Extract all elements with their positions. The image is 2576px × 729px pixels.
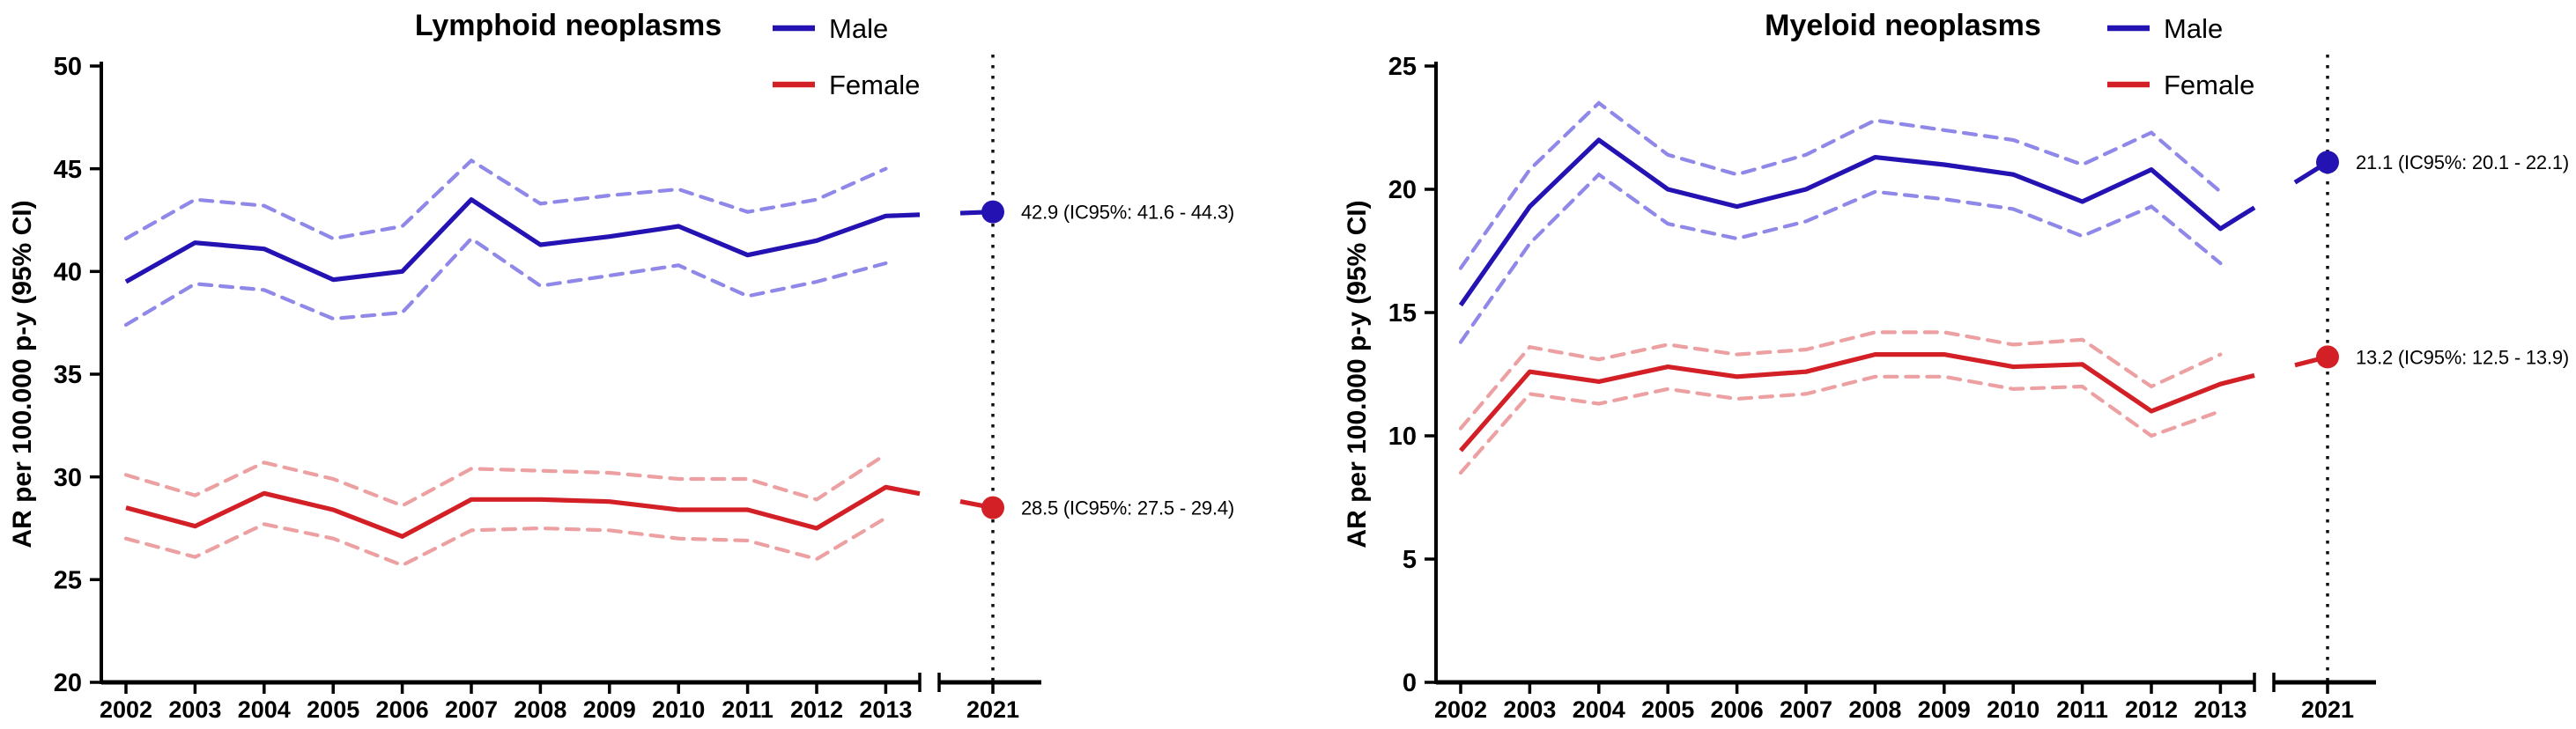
x-tick-label: 2012 (2125, 696, 2178, 723)
y-tick-label: 25 (54, 566, 82, 594)
female-2021-point (2316, 345, 2339, 369)
y-tick-label: 25 (1388, 53, 1417, 81)
x-tick-label: 2010 (1987, 696, 2039, 723)
female-ci-upper-line (1458, 330, 2223, 431)
female-2021-point (981, 496, 1004, 519)
male-ci-lower-line (1458, 172, 2223, 344)
x-tick-label: 2003 (168, 696, 221, 723)
y-axis-title: AR per 100.000 p-y (95% CI) (1343, 200, 1372, 548)
x-tick-label: 2004 (1573, 696, 1625, 723)
female-trend-line (1459, 352, 2255, 453)
chart-lymphoid-neoplasms: 20 25 30 35 40 45 50 AR per 100.000 p-y (95% CI… (8, 9, 1234, 723)
y-tick-label: 10 (1388, 423, 1417, 451)
chart-title: Lymphoid neoplasms (415, 9, 722, 42)
female-ci-lower-line (123, 516, 888, 568)
female-trend-line (125, 484, 921, 539)
x-tick-label: 2002 (100, 696, 152, 723)
female-2021-annotation: 13.2 (IC95%: 12.5 - 13.9) (2356, 346, 2569, 368)
chart-myeloid-neoplasms: 0 5 10 15 20 25 AR per 100.000 p-y (95% CI) 200… (1288, 0, 2576, 729)
x-tick-label: 2006 (376, 696, 429, 723)
female-2021-annotation: 28.5 (IC95%: 27.5 - 29.4) (1021, 497, 1234, 519)
x-tick-label: 2011 (722, 696, 774, 723)
male-2021-annotation: 42.9 (IC95%: 41.6 - 44.3) (1021, 202, 1234, 224)
x-tick-label: 2005 (307, 696, 359, 723)
y-tick-label: 20 (1388, 176, 1417, 204)
x-tick-label-2021: 2021 (2301, 696, 2354, 723)
y-tick-label: 40 (54, 258, 82, 286)
x-tick-label: 2002 (1434, 696, 1487, 723)
x-tick-label: 2007 (445, 696, 498, 723)
x-tick-label: 2013 (2194, 696, 2247, 723)
y-tick-label: 30 (54, 464, 82, 492)
male-ci-lower-line (123, 236, 888, 328)
y-tick-label: 15 (1388, 299, 1417, 328)
x-tick-label: 2008 (514, 696, 566, 723)
myeloid-chart-canvas: 0 5 10 15 20 25 AR per 100.000 p-y (95% CI) 200… (1343, 9, 2569, 723)
x-tick-label: 2004 (238, 696, 291, 723)
x-tick-label: 2011 (2056, 696, 2108, 723)
y-tick-label: 0 (1403, 669, 1417, 697)
legend-label-male: Male (829, 13, 888, 44)
male-trend-line (124, 197, 921, 284)
male-2021-point (2316, 151, 2339, 174)
x-tick-label: 2010 (652, 696, 705, 723)
y-axis-title: AR per 100.000 p-y (95% CI) (8, 200, 37, 548)
female-ci-lower-line (1458, 374, 2223, 475)
x-tick-label: 2005 (1641, 696, 1694, 723)
x-tick-label: 2007 (1780, 696, 1832, 723)
male-2021-annotation: 21.1 (IC95%: 20.1 - 22.1) (2356, 151, 2569, 173)
female-ci-upper-line (123, 452, 888, 508)
x-tick-label: 2009 (583, 696, 636, 723)
legend-label-male: Male (2164, 13, 2223, 44)
x-tick-label: 2006 (1711, 696, 1764, 723)
legend-label-female: Female (2164, 70, 2254, 100)
x-tick-label: 2009 (1918, 696, 1971, 723)
y-tick-label: 35 (54, 361, 82, 389)
x-tick-label: 2003 (1503, 696, 1556, 723)
x-tick-label: 2013 (859, 696, 912, 723)
y-tick-label: 45 (54, 156, 82, 184)
lymphoid-chart-canvas: 20 25 30 35 40 45 50 AR per 100.000 p-y (95% CI… (8, 9, 1234, 723)
male-2021-point (981, 200, 1004, 224)
y-tick-label: 20 (54, 669, 82, 697)
male-trend-line (1458, 137, 2256, 307)
y-tick-label: 50 (54, 53, 82, 81)
chart-title: Myeloid neoplasms (1765, 9, 2041, 42)
x-tick-label: 2008 (1848, 696, 1901, 723)
legend-label-female: Female (829, 70, 920, 100)
male-ci-upper-line (123, 158, 888, 241)
y-tick-label: 5 (1403, 546, 1417, 574)
x-tick-label: 2012 (790, 696, 843, 723)
male-ci-upper-line (1458, 100, 2223, 270)
x-tick-label-2021: 2021 (966, 696, 1019, 723)
